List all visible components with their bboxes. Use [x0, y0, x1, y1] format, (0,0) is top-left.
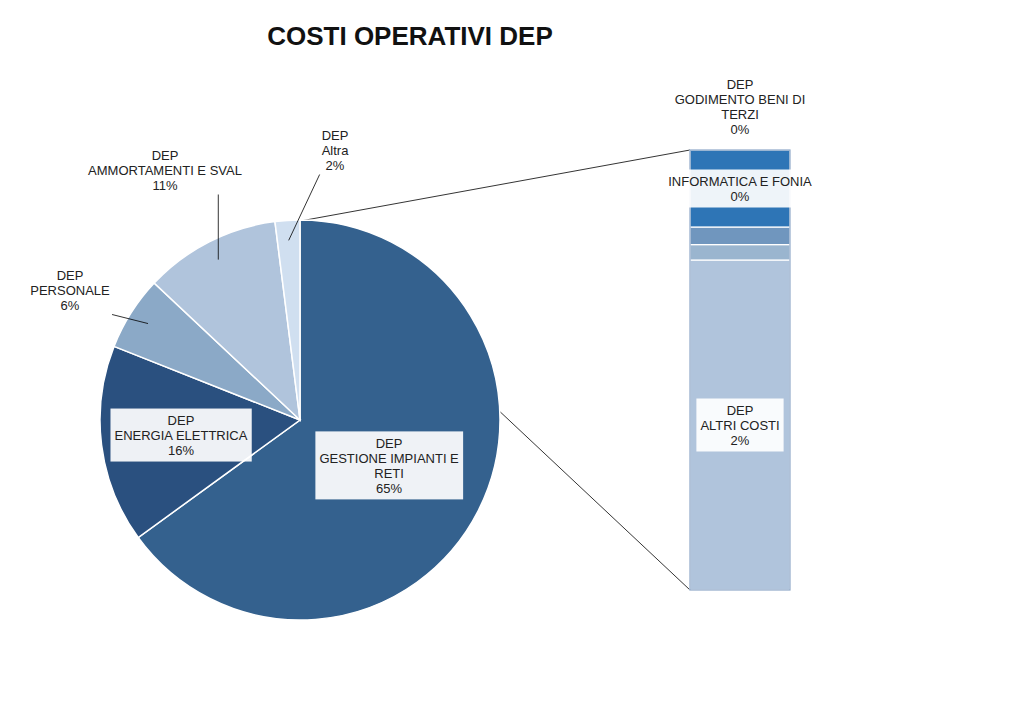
label-box — [664, 170, 816, 208]
bar-label-line: INFORMATICA E FONIA — [668, 174, 812, 189]
bar-label: DEPALTRI COSTI2% — [700, 403, 779, 448]
pie-label-line: DEP — [376, 435, 403, 450]
pie-label-line: 65% — [376, 480, 402, 495]
pie — [100, 220, 500, 620]
pie-label-line: 2% — [326, 158, 345, 173]
annotation-line: 0% — [731, 121, 750, 136]
pie-slice — [275, 220, 300, 420]
bar-label-line: DEP — [727, 403, 754, 418]
title: COSTI OPERATIVI DEP — [267, 21, 553, 51]
pie-label-line: ENERGIA ELETTRICA — [114, 428, 247, 443]
pie-labels: DEPGESTIONE IMPIANTI ERETI65%DEPENERGIA … — [30, 128, 463, 500]
leader-line — [218, 195, 219, 260]
pie-label-line: DEP — [322, 128, 349, 143]
pie-label-line: 6% — [61, 298, 80, 313]
pie-label-line: GESTIONE IMPIANTI E — [319, 450, 459, 465]
bar-label-line: 0% — [731, 189, 750, 204]
chart-root: COSTI OPERATIVI DEPDEPGESTIONE IMPIANTI … — [0, 0, 1023, 705]
bar-label-line: ALTRI COSTI — [700, 418, 779, 433]
bar-marks — [690, 150, 790, 590]
background — [0, 0, 1023, 705]
bar-label: INFORMATICA E FONIA0% — [668, 174, 812, 204]
annotation: DEPGODIMENTO BENI DITERZI0% — [675, 76, 806, 136]
pie-label: DEPAltra2% — [322, 128, 350, 173]
bar-segment — [690, 260, 790, 590]
pie-label-line: 11% — [152, 178, 177, 193]
pie-label-line: DEP — [152, 148, 179, 163]
annotation-line: GODIMENTO BENI DI — [675, 91, 806, 106]
bar-labels: INFORMATICA E FONIA0% DEPALTRI COSTI2% — [664, 170, 816, 452]
bar-frame — [690, 150, 790, 590]
pie-label: DEPAMMORTAMENTI E SVAL11% — [88, 148, 242, 193]
pie-label-line: DEP — [57, 268, 84, 283]
leader-line — [112, 315, 148, 324]
annotations: DEPGODIMENTO BENI DITERZI0% — [675, 76, 806, 136]
bar-segment — [690, 227, 790, 245]
annotation-line: TERZI — [721, 106, 759, 121]
annotation-line: DEP — [727, 76, 754, 91]
pie-label-line: PERSONALE — [30, 283, 110, 298]
label-box — [110, 409, 251, 462]
connector-line — [275, 150, 690, 226]
label-box — [696, 399, 783, 452]
pie-label-line: Altra — [322, 143, 350, 158]
pie-label-line: AMMORTAMENTI E SVAL — [88, 163, 242, 178]
pie-label-line: DEP — [168, 413, 195, 428]
pie-label: DEPPERSONALE6% — [30, 268, 110, 313]
bar-label-line: 2% — [731, 433, 750, 448]
leader-line — [289, 175, 320, 241]
bar-segment — [690, 245, 790, 260]
pie-slice — [138, 220, 500, 620]
pie-label: DEPENERGIA ELETTRICA16% — [114, 413, 247, 458]
label-box — [315, 431, 463, 499]
pie-label-line: RETI — [374, 465, 404, 480]
pie-label: DEPGESTIONE IMPIANTI ERETI65% — [319, 435, 459, 495]
pie-label-line: 16% — [168, 443, 194, 458]
